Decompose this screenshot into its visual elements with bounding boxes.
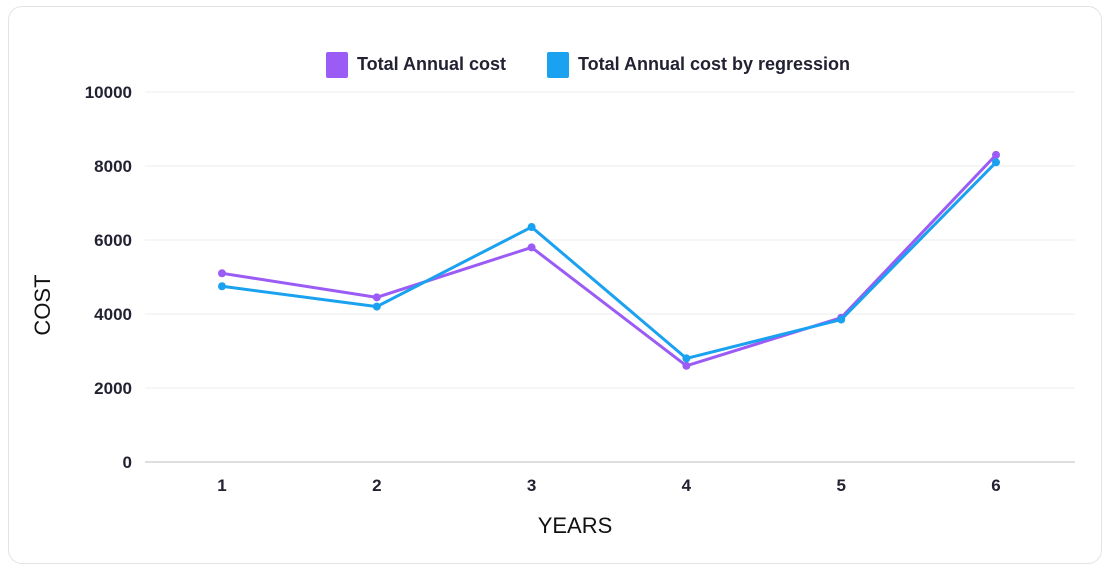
y-tick-label: 10000 (85, 83, 132, 102)
chart-card (8, 6, 1102, 564)
legend-swatch (326, 52, 348, 78)
x-tick-label: 1 (217, 476, 226, 495)
x-tick-label: 3 (527, 476, 536, 495)
legend-label: Total Annual cost (357, 54, 506, 74)
x-axis-ticks: 1 2 3 4 5 6 (217, 476, 1000, 495)
data-point (682, 361, 691, 370)
y-tick-label: 8000 (94, 157, 132, 176)
series-1 (218, 150, 1000, 370)
y-axis-title: COST (30, 274, 55, 335)
x-axis-title: YEARS (538, 513, 613, 538)
y-tick-label: 0 (123, 453, 132, 472)
x-tick-label: 4 (682, 476, 692, 495)
data-point (218, 282, 226, 291)
data-point (992, 150, 1000, 159)
y-tick-label: 4000 (94, 305, 132, 324)
data-point (992, 158, 1000, 167)
series-layer (218, 150, 1000, 370)
legend: Total Annual cost Total Annual cost by re… (326, 52, 850, 78)
data-point (372, 302, 381, 311)
y-tick-label: 2000 (94, 379, 132, 398)
x-tick-label: 5 (836, 476, 845, 495)
data-point (682, 354, 691, 363)
x-tick-label: 2 (372, 476, 381, 495)
legend-item: Total Annual cost by regression (547, 52, 850, 78)
data-point (218, 269, 226, 278)
legend-label: Total Annual cost by regression (578, 54, 850, 74)
data-point (527, 243, 536, 252)
grid-lines (145, 91, 1075, 463)
legend-swatch (547, 52, 569, 78)
data-point (837, 315, 846, 324)
y-tick-label: 6000 (94, 231, 132, 250)
data-point (372, 293, 381, 302)
legend-item: Total Annual cost (326, 52, 506, 78)
data-point (527, 223, 536, 232)
y-axis-ticks: 0 2000 4000 6000 8000 10000 (85, 83, 132, 472)
series-line (220, 153, 998, 368)
series-2 (218, 158, 1000, 363)
x-tick-label: 6 (991, 476, 1000, 495)
series-line (220, 160, 998, 360)
